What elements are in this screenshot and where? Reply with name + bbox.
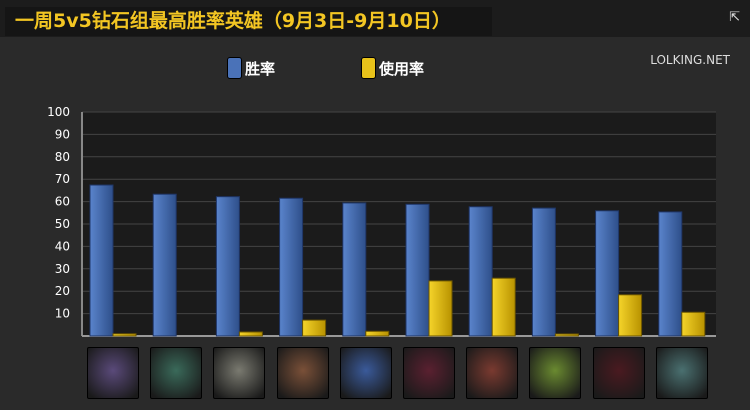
legend-pick-rate: 使用率	[361, 57, 424, 79]
pick-rate-bar	[302, 319, 327, 337]
win-rate-bar	[342, 202, 367, 337]
win-rate-bar	[89, 184, 114, 337]
y-tick-label: 90	[55, 127, 70, 141]
win-rate-bar	[215, 196, 240, 337]
pick-rate-bar	[365, 330, 390, 337]
legend-label: 使用率	[379, 59, 425, 78]
legend-swatch	[227, 57, 242, 79]
win-rate-bar	[595, 210, 620, 337]
champion-portrait[interactable]	[655, 347, 708, 399]
page-title: 一周5v5钻石组最高胜率英雄（9月3日-9月10日）	[5, 7, 492, 36]
pick-rate-bar	[491, 277, 516, 337]
pick-rate-bar	[112, 333, 137, 337]
pick-rate-bar	[554, 333, 579, 337]
champion-portrait[interactable]	[276, 347, 329, 399]
brand-label: LOLKING.NET	[650, 53, 730, 67]
champion-portrait[interactable]	[592, 347, 645, 399]
win-rate-bar	[468, 206, 493, 337]
y-tick-label: 50	[55, 217, 70, 231]
champion-portrait[interactable]	[403, 347, 455, 399]
legend-win-rate: 胜率	[227, 57, 275, 79]
champion-portrait[interactable]	[466, 347, 519, 399]
win-rate-bar	[531, 207, 556, 337]
y-tick-label: 20	[55, 284, 70, 298]
champion-portrait[interactable]	[213, 347, 266, 399]
header-bar: 一周5v5钻石组最高胜率英雄（9月3日-9月10日） ⇱	[0, 0, 750, 37]
y-tick-label: 40	[55, 239, 70, 253]
champion-portrait[interactable]	[150, 347, 203, 399]
pick-rate-bar	[428, 280, 453, 337]
y-tick-label: 100	[47, 105, 70, 119]
y-tick-label: 80	[55, 150, 70, 164]
legend-label: 胜率	[245, 59, 276, 78]
y-tick-label: 30	[55, 262, 70, 276]
pick-rate-bar	[618, 294, 643, 337]
y-tick-label: 70	[55, 172, 70, 186]
y-tick-label: 10	[55, 307, 70, 321]
pick-rate-bar	[238, 331, 263, 337]
legend-swatch	[361, 57, 376, 79]
win-rate-bar	[152, 193, 177, 337]
y-tick-label: 60	[55, 195, 70, 209]
champion-portrait[interactable]	[529, 347, 582, 399]
pick-rate-bar	[681, 311, 706, 337]
win-rate-bar	[405, 203, 430, 337]
champion-portrait[interactable]	[339, 347, 392, 399]
win-rate-bar	[658, 211, 683, 337]
win-rate-bar	[279, 197, 304, 337]
share-icon[interactable]: ⇱	[729, 10, 740, 25]
champion-portrait[interactable]	[87, 347, 139, 399]
